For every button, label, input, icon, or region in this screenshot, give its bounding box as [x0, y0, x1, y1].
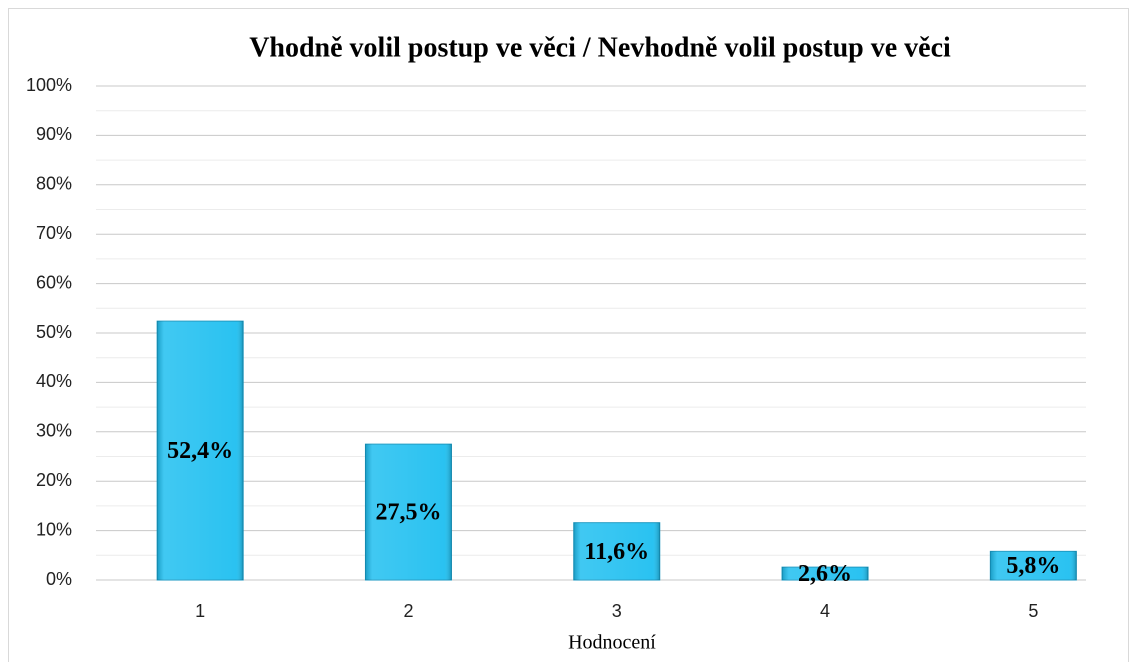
y-tick-label: 30%: [36, 421, 72, 441]
value-label: 27,5%: [375, 500, 441, 526]
x-tick-label: 3: [612, 601, 622, 621]
y-tick-label: 40%: [36, 371, 72, 391]
value-label: 52,4%: [167, 438, 233, 464]
x-axis-title: Hodnocení: [568, 632, 656, 654]
bar-shade: [157, 321, 244, 580]
bar-shade: [782, 567, 869, 580]
bar-shade: [365, 444, 452, 580]
chart-title: Vhodně volil postup ve věci / Nevhodně v…: [249, 32, 951, 63]
y-tick-label: 90%: [36, 124, 72, 144]
y-tick-label: 10%: [36, 519, 72, 539]
y-tick-label: 20%: [36, 470, 72, 490]
y-tick-label: 50%: [36, 322, 72, 342]
y-tick-label: 80%: [36, 174, 72, 194]
value-label: 11,6%: [584, 539, 649, 565]
value-label: 2,6%: [798, 561, 852, 587]
bar-shade: [990, 551, 1077, 580]
y-tick-label: 0%: [46, 569, 72, 589]
y-tick-label: 70%: [36, 223, 72, 243]
x-tick-label: 2: [403, 601, 413, 621]
x-tick-label: 4: [820, 601, 830, 621]
y-tick-label: 100%: [26, 75, 72, 95]
x-tick-label: 5: [1028, 601, 1038, 621]
y-tick-label: 60%: [36, 272, 72, 292]
bar-shade: [573, 522, 660, 580]
value-label: 5,8%: [1006, 553, 1060, 579]
x-tick-label: 1: [195, 601, 205, 621]
